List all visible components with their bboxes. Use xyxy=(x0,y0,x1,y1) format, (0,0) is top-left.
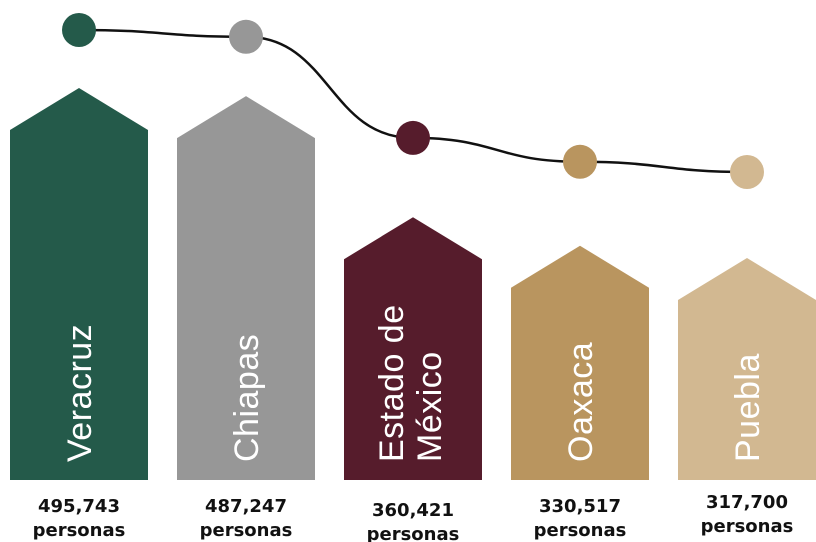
marker-1 xyxy=(229,19,263,54)
category-label-2: Estado deMéxico xyxy=(373,304,449,462)
category-label-line: Estado de xyxy=(373,304,411,462)
value-label-3: 330,517 xyxy=(539,496,621,517)
bar-1 xyxy=(177,96,315,481)
markers-group xyxy=(62,13,764,189)
unit-label-2: personas xyxy=(367,524,460,542)
labels-group: Veracruz 495,743 personas Chiapas 487,247 per… xyxy=(33,304,794,542)
category-label-0: Veracruz xyxy=(61,324,99,462)
bars-group xyxy=(10,88,816,481)
unit-label-4: personas xyxy=(701,516,794,537)
value-label-1: 487,247 xyxy=(205,496,287,517)
bar-0 xyxy=(10,88,148,480)
category-label-line: Puebla xyxy=(729,353,767,462)
category-label-line: Oaxaca xyxy=(562,342,600,462)
category-label-line: México xyxy=(411,351,449,462)
category-label-1: Chiapas xyxy=(228,334,266,462)
bar-4 xyxy=(678,258,816,480)
unit-label-3: personas xyxy=(534,520,627,541)
bar-3 xyxy=(511,245,649,480)
category-label-4: Puebla xyxy=(729,353,767,462)
unit-label-1: personas xyxy=(200,520,293,541)
marker-4 xyxy=(730,155,764,189)
bar-2 xyxy=(344,217,482,480)
value-label-0: 495,743 xyxy=(38,496,120,517)
category-label-line: Veracruz xyxy=(61,324,99,462)
value-label-4: 317,700 xyxy=(706,492,788,513)
marker-3 xyxy=(563,144,597,179)
unit-label-0: personas xyxy=(33,520,126,541)
marker-2 xyxy=(396,120,430,155)
category-label-3: Oaxaca xyxy=(562,342,600,462)
marker-0 xyxy=(62,13,96,47)
category-label-line: Chiapas xyxy=(228,334,266,462)
value-label-2: 360,421 xyxy=(372,500,454,521)
